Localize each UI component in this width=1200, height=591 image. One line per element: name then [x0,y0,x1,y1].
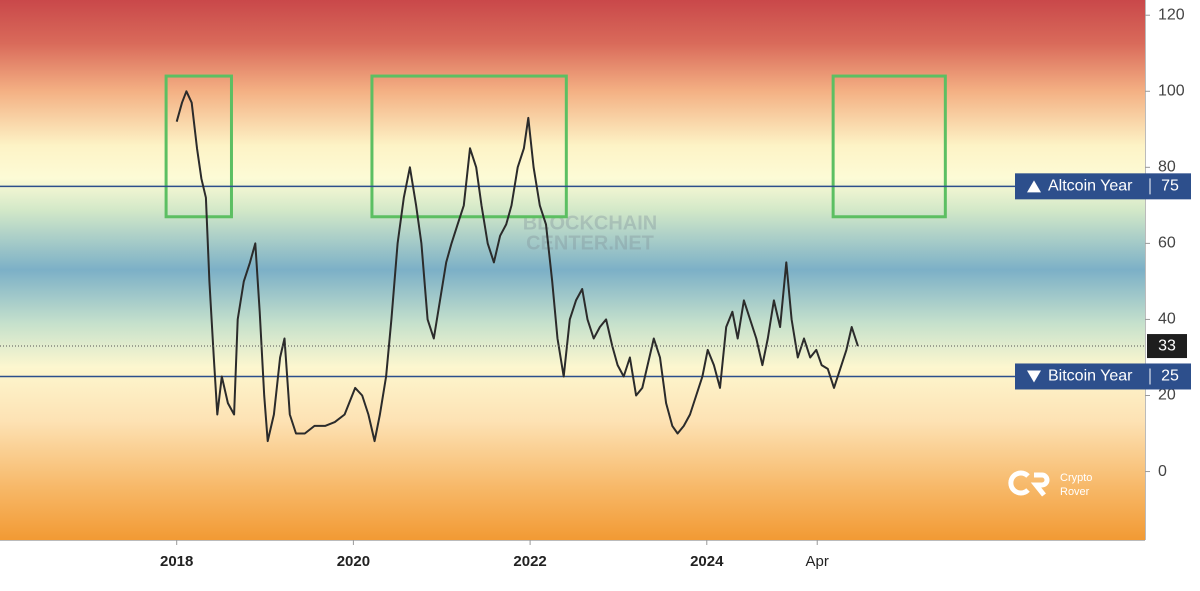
data-line [175,90,859,443]
watermark: BLOCKCHAIN CENTER.NET [523,212,657,254]
highlight-box [370,74,568,219]
logo-icon [1008,470,1050,497]
x-tick-label: 2018 [160,553,193,570]
reference-tag [1015,363,1191,390]
y-tick-label: 40 [1158,311,1176,328]
reference-label: Bitcoin Year [1048,368,1133,385]
reference-icon [1027,180,1041,193]
y-tick-label: 80 [1158,159,1176,176]
plot-background [0,0,1145,540]
current-value-tag [1147,334,1187,359]
x-tick-label: 2022 [513,553,546,570]
reference-value: 25 [1161,368,1179,385]
x-tick-label: Apr [806,553,829,570]
reference-tag [1015,173,1191,200]
x-tick-label: 2020 [337,553,370,570]
y-tick-label: 120 [1158,6,1185,23]
highlight-box [831,74,947,219]
y-tick-label: 60 [1158,235,1176,252]
watermark-text: CENTER.NET [526,232,654,254]
logo-text: Crypto [1060,472,1092,484]
reference-value: 75 [1161,178,1179,195]
y-tick-label: 20 [1158,387,1176,404]
x-tick-label: 2024 [690,553,724,570]
reference-label: Altcoin Year [1048,178,1133,195]
y-tick-label: 0 [1158,463,1167,480]
y-tick-label: 100 [1158,82,1185,99]
highlight-box [164,74,233,219]
current-value-label: 33 [1158,337,1176,354]
logo-text: Rover [1060,486,1090,498]
reference-icon [1027,370,1041,383]
logo: Crypto Rover [1008,470,1092,498]
